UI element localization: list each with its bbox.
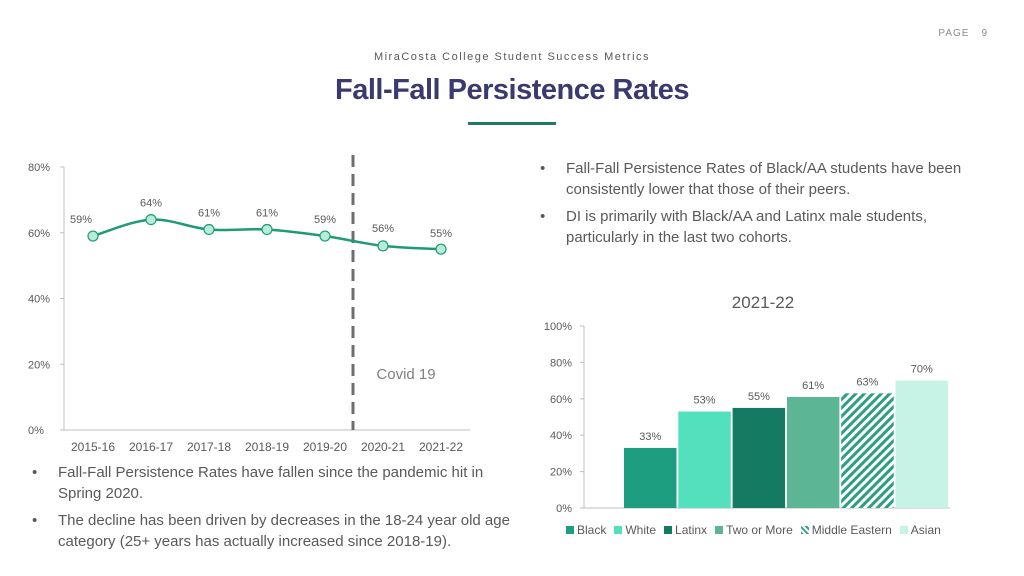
covid-annotation: Covid 19: [376, 366, 435, 383]
bar-data-label: 63%: [856, 376, 878, 388]
bar: [624, 447, 677, 508]
page-number: 9: [981, 28, 988, 39]
data-point: [261, 223, 273, 236]
bullet-item: Fall-Fall Persistence Rates of Black/AA …: [536, 158, 976, 200]
legend-label: Black: [577, 523, 607, 537]
x-tick-label: 2021-22: [419, 440, 463, 454]
page-title: Fall-Fall Persistence Rates: [335, 74, 690, 106]
data-point: [435, 243, 447, 255]
bar: [841, 393, 894, 508]
legend-label: Asian: [910, 523, 941, 537]
x-tick-label: 2017-18: [187, 440, 231, 454]
bar: [895, 380, 948, 508]
legend-swatch: [715, 526, 724, 534]
y-tick-label: 40%: [550, 430, 572, 442]
page-label-text: PAGE: [938, 28, 970, 39]
bar: [678, 411, 731, 508]
data-label: 55%: [430, 228, 452, 240]
x-tick-label: 2018-19: [245, 440, 289, 454]
bullet-item: DI is primarily with Black/AA and Latinx…: [536, 206, 976, 248]
legend-label: Middle Eastern: [811, 523, 892, 537]
legend-label: Latinx: [675, 523, 708, 537]
y-tick-label: 60%: [28, 228, 50, 240]
y-tick-label: 80%: [550, 357, 572, 369]
data-point: [203, 223, 215, 236]
legend-item: Asian: [899, 523, 941, 537]
y-tick-label: 20%: [28, 359, 50, 371]
legend-label: Two or More: [726, 523, 793, 537]
legend-swatch: [800, 526, 809, 534]
title-underline: [468, 122, 556, 125]
x-tick-label: 2015-16: [71, 440, 115, 454]
legend-item: Two or More: [715, 523, 793, 537]
data-label: 59%: [314, 214, 336, 226]
legend-label: White: [625, 523, 657, 537]
bar-chart-legend: Black White Latinx Two or More Middle Easter…: [566, 523, 941, 537]
bullets-top: Fall-Fall Persistence Rates of Black/AA …: [536, 158, 976, 254]
y-tick-label: 40%: [28, 294, 50, 306]
bar-data-label: 33%: [639, 431, 661, 443]
y-tick-label: 0%: [556, 503, 572, 515]
legend-item: Middle Eastern: [800, 523, 892, 537]
page-number-label: PAGE 9: [938, 28, 988, 39]
x-tick-label: 2020-21: [361, 440, 405, 454]
data-label: 56%: [372, 223, 394, 235]
persistence-line-chart: 0% 20% 40% 60% 80% 2015-16 2016-17 2017-18 2018-…: [28, 155, 470, 454]
legend-item: Latinx: [664, 523, 707, 537]
bullet-item: Fall-Fall Persistence Rates have fallen …: [28, 462, 528, 504]
bullet-item: The decline has been driven by decreases…: [28, 510, 528, 552]
bar: [786, 396, 840, 508]
page-subtitle: MiraCosta College Student Success Metric…: [373, 51, 651, 63]
x-tick-label: 2019-20: [303, 440, 347, 454]
bullets-bottom: Fall-Fall Persistence Rates have fallen …: [28, 462, 528, 558]
y-tick-label: 100%: [544, 321, 572, 333]
data-label: 61%: [256, 207, 278, 219]
y-tick-label: 60%: [550, 394, 572, 406]
legend-swatch: [614, 526, 623, 534]
bar-data-label: 55%: [748, 391, 770, 403]
data-point: [319, 230, 331, 242]
x-tick-label: 2016-17: [129, 440, 173, 454]
bar-data-label: 70%: [911, 364, 933, 376]
legend-swatch: [664, 526, 673, 534]
y-tick-label: 20%: [550, 467, 572, 479]
bar-data-label: 53%: [694, 395, 716, 407]
data-point: [377, 240, 389, 252]
legend-item: White: [614, 523, 656, 537]
y-tick-label: 0%: [28, 425, 44, 437]
data-point: [145, 214, 157, 226]
data-point: [87, 230, 99, 242]
bar-data-label: 61%: [802, 380, 824, 392]
data-label: 64%: [140, 198, 162, 210]
legend-swatch: [566, 526, 574, 534]
legend-item: Black: [566, 523, 606, 537]
data-label: 59%: [70, 214, 92, 226]
bar-chart-title: 2021-22: [732, 293, 794, 312]
data-label: 61%: [198, 207, 220, 219]
bar: [732, 407, 786, 508]
y-tick-label: 80%: [28, 162, 50, 174]
legend-swatch: [899, 526, 908, 534]
